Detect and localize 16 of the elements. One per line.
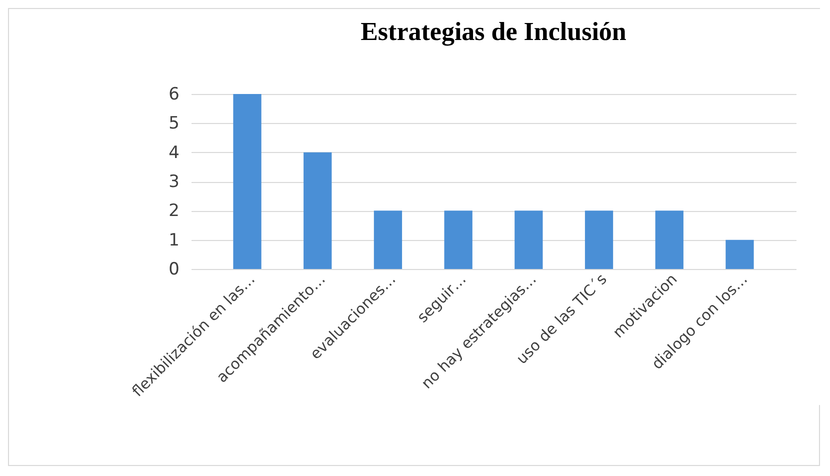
y-tick-label: 1 — [168, 230, 180, 250]
y-tick-label: 0 — [168, 260, 180, 280]
bar — [726, 240, 754, 269]
bar — [304, 152, 332, 269]
bar — [584, 210, 614, 269]
bar — [655, 210, 684, 269]
bar — [233, 94, 262, 269]
chart-title: Estrategias de Inclusión — [360, 17, 627, 46]
y-tick-label: 4 — [168, 142, 180, 163]
y-tick-label: 3 — [168, 172, 180, 192]
y-tick-label: 2 — [168, 201, 180, 222]
bar — [374, 210, 402, 269]
y-tick-label: 6 — [168, 84, 180, 104]
y-tick-label: 5 — [168, 114, 180, 134]
bar — [444, 210, 472, 269]
bar — [514, 210, 543, 269]
